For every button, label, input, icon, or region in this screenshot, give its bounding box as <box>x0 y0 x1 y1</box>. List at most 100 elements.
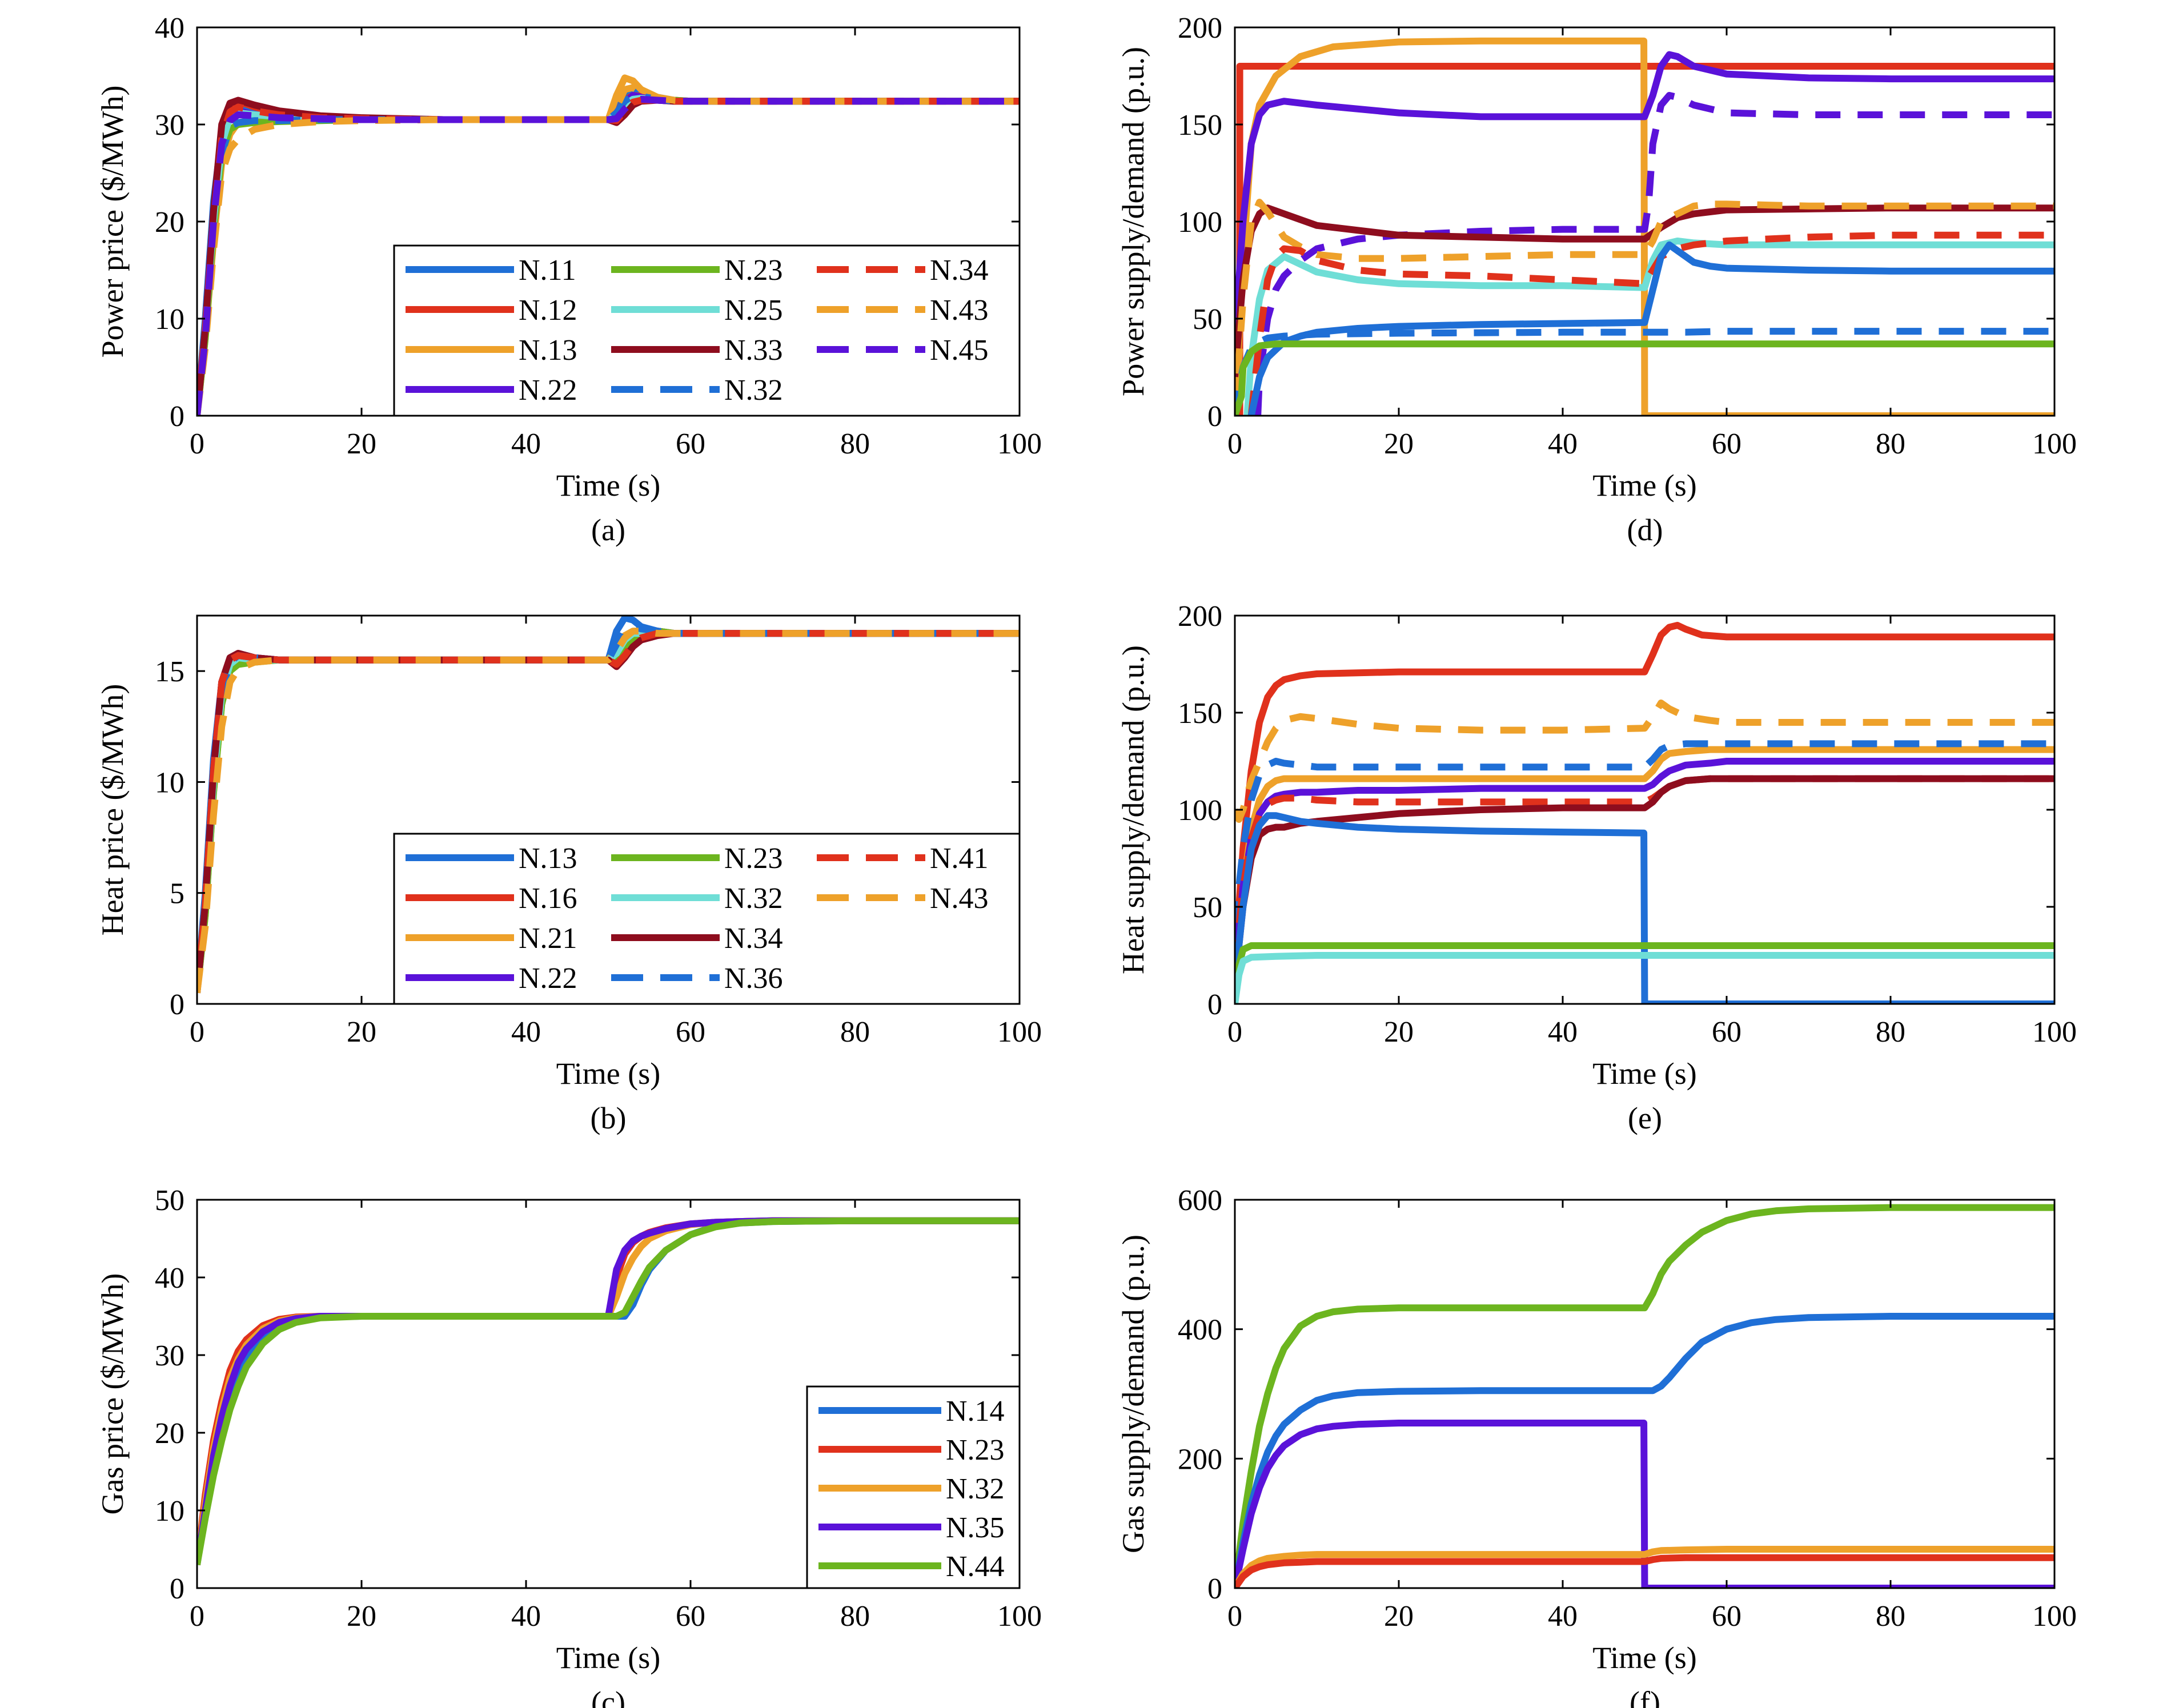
series-line-5 <box>1235 1554 2054 1588</box>
legend-item: N.23 <box>611 254 783 287</box>
legend-label: N.16 <box>519 882 577 915</box>
legend-label: N.22 <box>519 374 577 407</box>
legend-item: N.33 <box>611 334 783 367</box>
legend-item: N.43 <box>817 294 989 327</box>
series-line-4 <box>1254 92 2054 416</box>
series-group <box>197 616 1020 994</box>
series-line-n43 <box>197 628 1020 994</box>
x-tick-label: 0 <box>190 1600 204 1633</box>
legend-item: N.44 <box>818 1550 1005 1583</box>
y-tick-label: 20 <box>155 1417 184 1450</box>
series-line-7 <box>1235 775 2054 985</box>
y-tick-label: 40 <box>155 12 184 45</box>
y-tick-label: 40 <box>155 1262 184 1295</box>
series-line-2 <box>1235 700 2054 823</box>
chart-panel-f: 0 20 40 60 80 100 0 200 400 600 Time (s) Gas supply… <box>1116 1184 2077 1708</box>
y-tick-label: 15 <box>155 656 184 688</box>
series-group <box>1235 622 2054 1004</box>
x-tick-label: 100 <box>997 428 1042 460</box>
x-tick-label: 60 <box>676 428 705 460</box>
x-tick-label: 0 <box>1227 428 1242 460</box>
legend-item: N.13 <box>406 334 577 367</box>
series-line-9 <box>1247 241 2054 416</box>
y-tick-label: 0 <box>170 400 184 433</box>
x-axis-label: Time (s) <box>1592 1056 1697 1091</box>
x-axis-label: Time (s) <box>1592 1641 1697 1675</box>
x-axis-label: Time (s) <box>1592 468 1697 503</box>
y-tick-label: 100 <box>1178 206 1222 239</box>
x-tick-label: 80 <box>840 1600 870 1633</box>
x-tick-label: 100 <box>2032 1016 2077 1048</box>
legend: N.11 N.12 N.13 N.22 N.23 N.25 N.33 N.32 N.34 N.43… <box>393 244 1021 417</box>
x-tick-label: 40 <box>511 1016 541 1048</box>
series-group <box>197 1217 1020 1566</box>
series-line-9 <box>1235 942 2054 1004</box>
x-tick-label: 20 <box>347 1016 376 1048</box>
legend-label: N.13 <box>519 842 577 875</box>
legend-item: N.41 <box>817 842 989 875</box>
x-axis-label: Time (s) <box>556 468 661 503</box>
legend-label: N.32 <box>724 882 783 915</box>
axes-frame <box>1234 1199 2056 1589</box>
x-tick-label: 40 <box>1548 1600 1578 1633</box>
series-line-3 <box>1235 746 2054 966</box>
y-tick-label: 50 <box>155 1184 184 1217</box>
legend-label: N.21 <box>519 922 577 955</box>
panel-label: (a) <box>591 513 625 547</box>
y-tick-label: 200 <box>1178 1443 1222 1476</box>
y-tick-label: 0 <box>1207 988 1222 1021</box>
legend-item: N.35 <box>818 1512 1005 1544</box>
x-tick-label: 60 <box>1712 428 1741 460</box>
x-tick-label: 20 <box>1384 1600 1414 1633</box>
legend-label: N.45 <box>930 334 989 367</box>
panel-label: (e) <box>1628 1101 1662 1135</box>
legend-label: N.44 <box>946 1550 1005 1583</box>
legend-item: N.43 <box>817 882 989 915</box>
x-tick-label: 0 <box>190 428 204 460</box>
x-tick-label: 60 <box>676 1600 705 1633</box>
legend-label: N.14 <box>946 1395 1005 1428</box>
legend-item: N.21 <box>406 922 577 955</box>
series-line-6 <box>1235 199 2054 416</box>
series-line-n45 <box>197 95 1020 416</box>
legend-label: N.34 <box>930 254 989 287</box>
series-line-4 <box>1235 1546 2054 1588</box>
series-line-10 <box>1235 328 2054 416</box>
x-tick-label: 20 <box>347 1600 376 1633</box>
y-tick-label: 10 <box>155 303 184 336</box>
x-tick-label: 80 <box>840 428 870 460</box>
y-tick-label: 50 <box>1193 303 1222 336</box>
chart-panel-a: 0 20 40 60 80 100 0 10 20 30 40 Time (s) Power price… <box>95 12 1042 547</box>
y-tick-label: 0 <box>170 988 184 1021</box>
y-tick-label: 0 <box>170 1573 184 1605</box>
series-line-n44 <box>197 1217 1020 1566</box>
legend-label: N.43 <box>930 882 989 915</box>
y-tick-label: 5 <box>170 878 184 910</box>
x-tick-label: 60 <box>676 1016 705 1048</box>
legend-item: N.45 <box>817 334 989 367</box>
y-tick-label: 0 <box>1207 400 1222 433</box>
legend-label: N.34 <box>724 922 783 955</box>
y-tick-label: 150 <box>1178 697 1222 730</box>
legend-item: N.11 <box>406 254 576 287</box>
x-tick-label: 40 <box>1548 1016 1578 1048</box>
series-line-1 <box>1235 622 2054 966</box>
x-tick-label: 60 <box>1712 1600 1741 1633</box>
y-tick-label: 30 <box>155 109 184 142</box>
series-line-5 <box>1235 758 2054 966</box>
legend-label: N.35 <box>946 1512 1005 1544</box>
x-tick-label: 100 <box>2032 428 2077 460</box>
legend-item: N.16 <box>406 882 577 915</box>
legend-label: N.22 <box>519 962 577 995</box>
x-tick-label: 80 <box>840 1016 870 1048</box>
y-axis-label: Power price ($/MWh) <box>95 86 130 358</box>
y-tick-label: 50 <box>1193 891 1222 924</box>
series-line-3 <box>1235 1420 2054 1588</box>
panel-label: (c) <box>591 1685 625 1708</box>
legend-label: N.33 <box>724 334 783 367</box>
legend-item: N.22 <box>406 962 577 995</box>
y-tick-label: 20 <box>155 206 184 239</box>
legend-item: N.32 <box>818 1473 1005 1505</box>
legend-item: N.13 <box>406 842 577 875</box>
